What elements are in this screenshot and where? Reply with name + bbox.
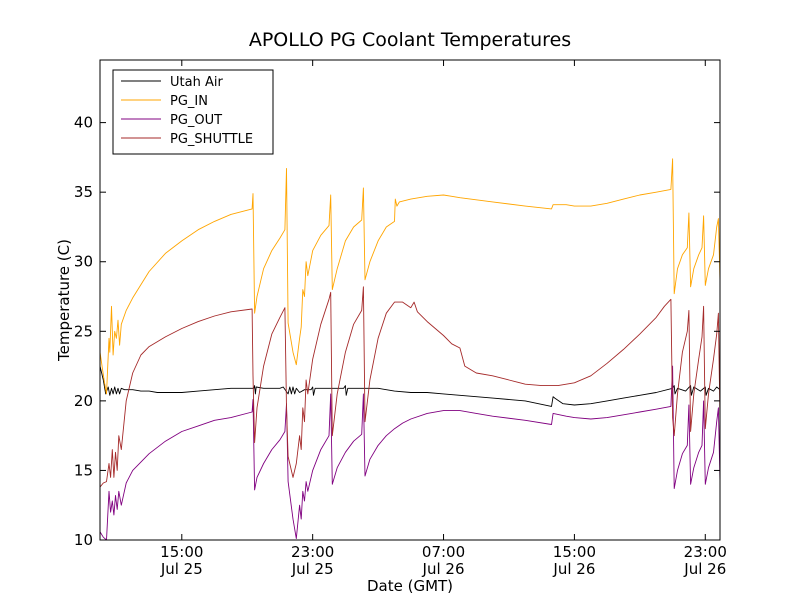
plot-frame (99, 59, 721, 541)
y-tick-label: 15 (74, 461, 93, 479)
legend: Utah Air PG_IN PG_OUT PG_SHUTTLE (112, 69, 274, 155)
y-tick-label: 40 (74, 114, 93, 132)
chart-title: APOLLO PG Coolant Temperatures (249, 29, 571, 51)
x-tick-label-date: Jul 26 (552, 560, 595, 578)
y-axis-label: Temperature (C) (55, 239, 73, 362)
x-tick-label-time: 15:00 (160, 543, 203, 561)
x-tick-label-time: 15:00 (553, 543, 596, 561)
series-layer (100, 158, 720, 540)
y-tick-label: 20 (74, 392, 93, 410)
x-tick-label-date: Jul 26 (422, 560, 465, 578)
legend-label-pg-in: PG_IN (170, 94, 208, 109)
legend-label-pg-out: PG_OUT (170, 113, 222, 128)
x-tick-label-time: 23:00 (684, 543, 727, 561)
y-tick-label: 25 (74, 322, 93, 340)
x-tick-label-date: Jul 26 (683, 560, 726, 578)
y-tick-label: 10 (74, 531, 93, 549)
legend-box (112, 69, 274, 155)
x-tick-label-date: Jul 25 (160, 560, 203, 578)
y-tick-label: 30 (74, 253, 93, 271)
series-line-pg-shuttle (100, 286, 720, 488)
legend-label-utah-air: Utah Air (170, 75, 223, 90)
series-line-pg-out (100, 365, 720, 540)
x-tick-label-time: 23:00 (291, 543, 334, 561)
series-line-utah-air (100, 365, 720, 407)
x-tick-label-date: Jul 25 (291, 560, 334, 578)
legend-label-pg-shuttle: PG_SHUTTLE (170, 132, 253, 147)
series-line-pg-in (100, 158, 720, 395)
x-tick-label-time: 07:00 (422, 543, 465, 561)
x-axis-label: Date (GMT) (367, 577, 453, 595)
y-tick-label: 35 (74, 183, 93, 201)
